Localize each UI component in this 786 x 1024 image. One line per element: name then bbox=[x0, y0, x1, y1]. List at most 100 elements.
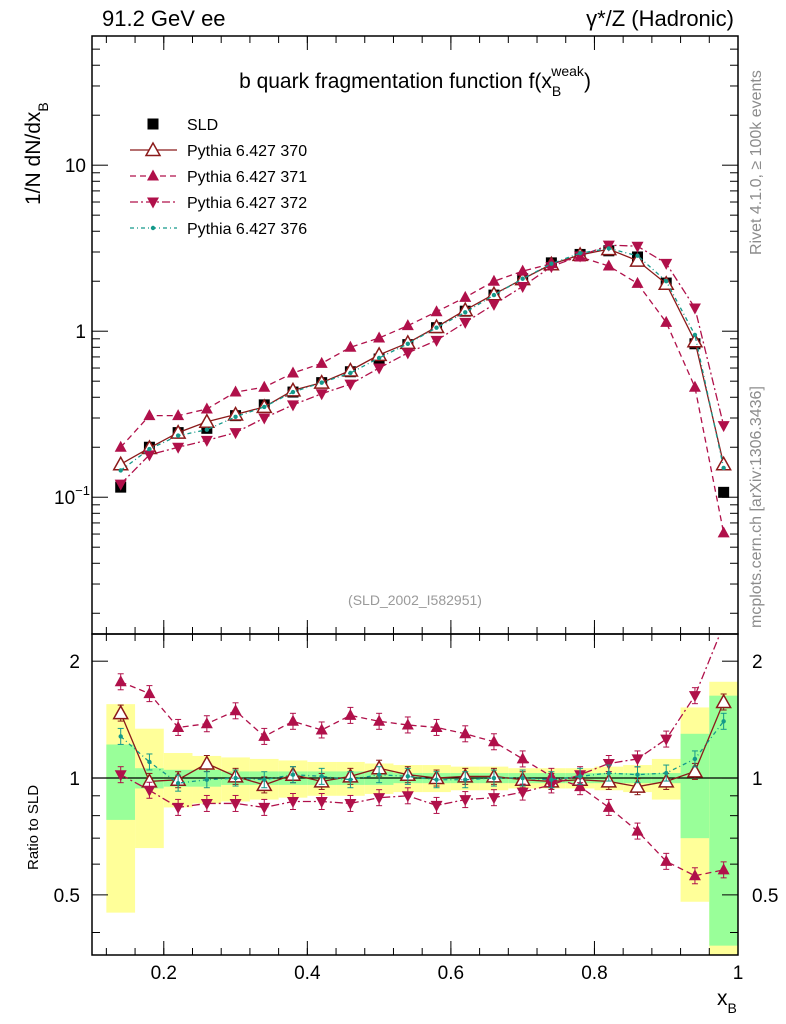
legend-label: Pythia 6.427 372 bbox=[187, 195, 307, 212]
legend-item: Pythia 6.427 372 bbox=[130, 195, 307, 212]
data-point bbox=[229, 385, 242, 397]
ratio-tick-label-right: 0.5 bbox=[752, 886, 778, 907]
data-point bbox=[114, 479, 127, 491]
data-point bbox=[169, 424, 187, 439]
data-point bbox=[430, 305, 443, 317]
data-point bbox=[342, 361, 359, 377]
ratio-point bbox=[229, 704, 242, 716]
series-line bbox=[120, 247, 725, 471]
data-point bbox=[143, 409, 156, 421]
ratio-point bbox=[376, 772, 382, 777]
ratio-point bbox=[718, 620, 730, 631]
data-point bbox=[664, 279, 669, 284]
ratio-point bbox=[118, 734, 123, 739]
legend-item: SLD bbox=[147, 117, 218, 134]
data-point bbox=[516, 264, 529, 276]
ratio-point bbox=[373, 793, 386, 805]
ratio-point bbox=[631, 824, 644, 836]
ratio-point bbox=[487, 793, 500, 805]
ratio-tick-label-left: 0.5 bbox=[54, 886, 80, 907]
y-tick-label: 10−1 bbox=[54, 483, 90, 509]
chart-title: b quark fragmentation function f(xBweak) bbox=[239, 63, 591, 99]
data-point bbox=[344, 340, 357, 352]
data-point bbox=[200, 435, 213, 447]
ratio-point bbox=[405, 774, 411, 779]
data-point bbox=[376, 355, 382, 361]
data-point bbox=[373, 363, 386, 375]
data-point bbox=[459, 317, 472, 329]
data-point bbox=[286, 400, 299, 412]
data-point bbox=[631, 241, 644, 253]
ratio-point bbox=[204, 777, 210, 782]
ratio-point bbox=[549, 777, 554, 782]
legend: SLD Pythia 6.427 370 Pythia 6.427 371 Pythi… bbox=[130, 117, 307, 238]
ratio-tick-label-right: 2 bbox=[752, 652, 763, 673]
ratio-point bbox=[114, 675, 127, 687]
x-tick-label: 0.8 bbox=[581, 963, 607, 984]
data-point bbox=[118, 468, 123, 473]
data-point bbox=[721, 465, 726, 471]
series-pythia-6-427-370 bbox=[112, 240, 732, 471]
svg-text:1/N dN/dxB: 1/N dN/dxB bbox=[22, 102, 51, 205]
data-point bbox=[401, 319, 414, 331]
y-tick-label: 1 bbox=[75, 322, 86, 343]
ratio-point bbox=[688, 691, 701, 703]
data-point bbox=[430, 335, 443, 347]
ratio-point bbox=[631, 754, 644, 766]
data-point bbox=[262, 404, 267, 410]
data-point bbox=[315, 389, 328, 401]
ratio-point bbox=[629, 778, 646, 793]
data-point bbox=[198, 413, 216, 428]
legend-marker bbox=[147, 169, 159, 181]
y-tick-label: 10 bbox=[65, 156, 86, 177]
ratio-point bbox=[692, 756, 698, 762]
data-point bbox=[718, 486, 730, 498]
ratio-point bbox=[143, 785, 156, 797]
data-point bbox=[516, 281, 529, 293]
watermark-analysis-id: (SLD_2002_I582951) bbox=[348, 592, 482, 608]
ratio-point bbox=[459, 727, 472, 739]
ratio-line bbox=[120, 681, 724, 877]
ratio-point bbox=[344, 708, 357, 720]
ratio-point bbox=[664, 770, 669, 776]
ratio-point bbox=[198, 754, 216, 770]
x-tick-label: 1 bbox=[733, 963, 744, 984]
legend-item: Pythia 6.427 370 bbox=[130, 141, 307, 160]
data-point bbox=[290, 389, 296, 395]
ratio-point bbox=[430, 800, 443, 812]
ratio-point bbox=[401, 718, 414, 730]
ratio-point bbox=[574, 780, 587, 792]
ratio-point bbox=[577, 774, 583, 779]
data-point bbox=[459, 290, 472, 302]
ratio-point bbox=[688, 869, 701, 881]
ratio-uncertainty-bands bbox=[92, 681, 738, 955]
ratio-line bbox=[120, 701, 725, 788]
ratio-point bbox=[315, 723, 328, 735]
data-point bbox=[692, 332, 698, 338]
ratio-point bbox=[319, 774, 324, 779]
ratio-series-pythia-6-427-371 bbox=[114, 673, 730, 885]
ratio-point bbox=[258, 802, 271, 814]
data-point bbox=[143, 450, 156, 462]
ratio-point bbox=[516, 787, 529, 799]
data-point bbox=[227, 405, 244, 421]
data-point bbox=[456, 301, 474, 317]
legend-marker bbox=[150, 225, 156, 231]
ratio-panel-frame bbox=[91, 633, 739, 956]
band-inner-bin bbox=[680, 733, 710, 839]
ratio-tick-label-left: 2 bbox=[69, 652, 80, 673]
ratio-point bbox=[602, 800, 615, 812]
data-point bbox=[602, 240, 615, 252]
ratio-point bbox=[290, 772, 296, 777]
ratio-point bbox=[459, 795, 472, 807]
ratio-point bbox=[373, 714, 386, 726]
data-point bbox=[635, 253, 640, 258]
svg-text:Ratio to SLD: Ratio to SLD bbox=[25, 785, 42, 870]
ratio-line bbox=[120, 720, 725, 784]
data-point bbox=[401, 348, 414, 360]
data-point bbox=[549, 261, 554, 266]
data-point bbox=[434, 325, 439, 330]
data-point bbox=[370, 346, 388, 362]
ratio-point bbox=[114, 770, 127, 782]
ratio-point bbox=[258, 729, 271, 741]
